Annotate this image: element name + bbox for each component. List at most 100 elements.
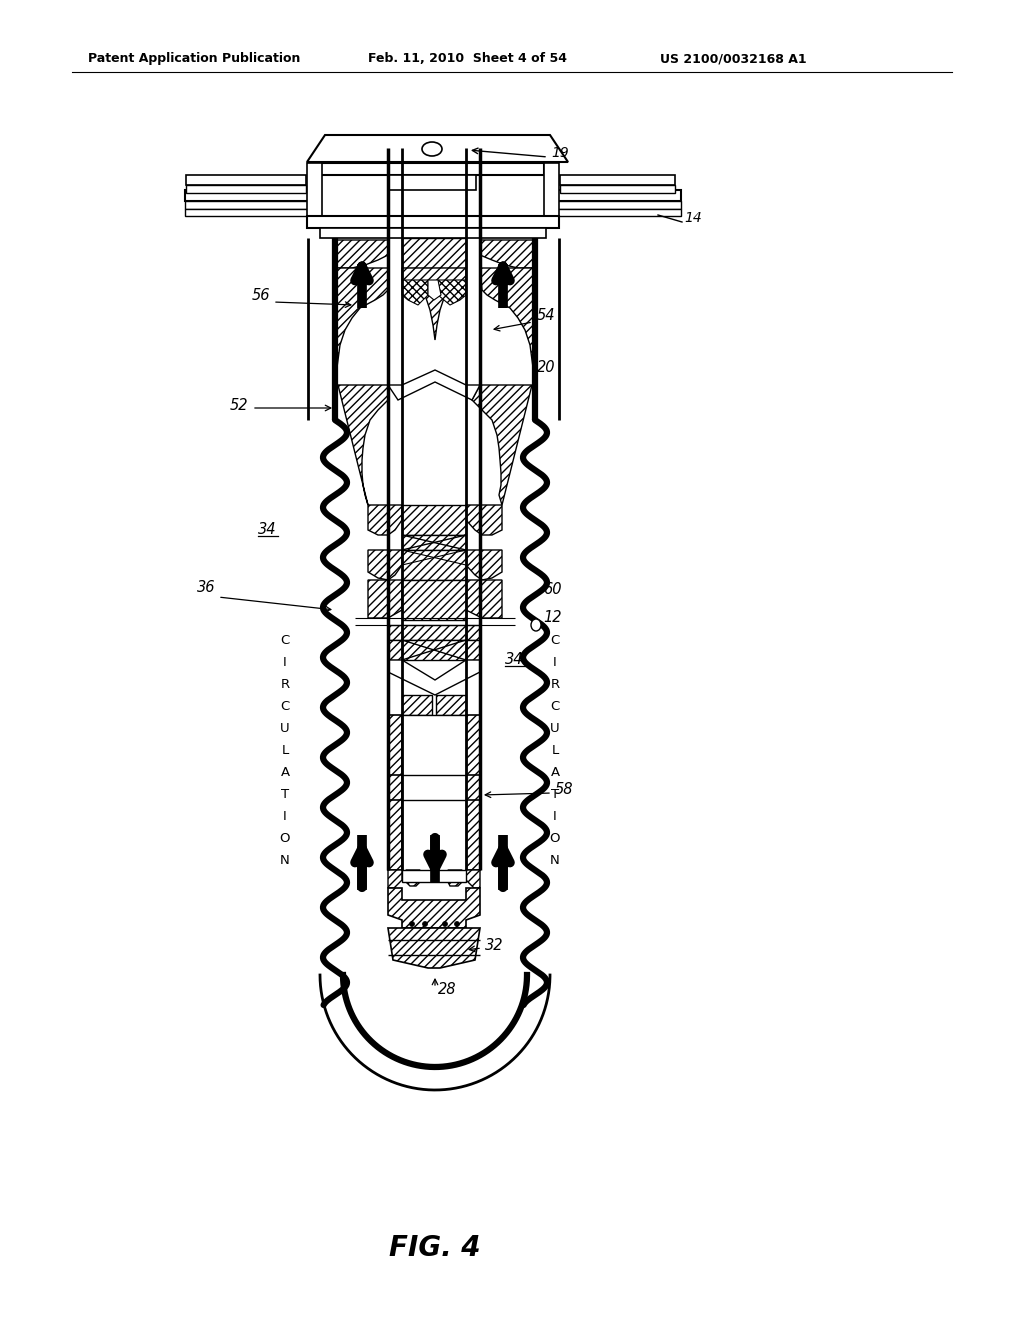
Text: T: T xyxy=(281,788,289,800)
Bar xyxy=(402,579,466,620)
Text: 56: 56 xyxy=(252,288,270,302)
Text: N: N xyxy=(550,854,560,866)
Text: I: I xyxy=(553,809,557,822)
Ellipse shape xyxy=(422,143,442,156)
Bar xyxy=(402,624,466,640)
Bar xyxy=(402,535,466,550)
Text: 28: 28 xyxy=(438,982,457,998)
Polygon shape xyxy=(480,268,535,385)
Text: 60: 60 xyxy=(543,582,561,598)
Text: I: I xyxy=(283,656,287,668)
Bar xyxy=(307,216,559,228)
Text: 54: 54 xyxy=(537,308,555,322)
Polygon shape xyxy=(466,550,502,579)
Text: 34: 34 xyxy=(258,523,276,537)
Text: 19: 19 xyxy=(551,147,568,160)
Bar xyxy=(186,176,306,185)
Polygon shape xyxy=(466,715,480,870)
Bar xyxy=(466,775,480,800)
Polygon shape xyxy=(402,550,466,579)
Polygon shape xyxy=(449,870,462,886)
Polygon shape xyxy=(388,370,480,400)
Text: T: T xyxy=(551,788,559,800)
Polygon shape xyxy=(388,660,480,696)
Ellipse shape xyxy=(455,921,460,927)
Polygon shape xyxy=(388,624,402,640)
Polygon shape xyxy=(388,715,402,870)
Text: R: R xyxy=(551,677,559,690)
Ellipse shape xyxy=(531,619,541,631)
Text: N: N xyxy=(281,854,290,866)
Ellipse shape xyxy=(442,921,447,927)
Text: O: O xyxy=(550,832,560,845)
Text: 52: 52 xyxy=(229,397,248,412)
Bar xyxy=(560,176,675,185)
Polygon shape xyxy=(472,385,532,506)
Polygon shape xyxy=(388,870,402,888)
Polygon shape xyxy=(388,640,402,660)
Text: C: C xyxy=(281,700,290,713)
Polygon shape xyxy=(406,870,420,886)
Polygon shape xyxy=(466,506,502,535)
Ellipse shape xyxy=(410,921,415,927)
Polygon shape xyxy=(466,624,480,640)
Polygon shape xyxy=(402,268,466,341)
Text: Feb. 11, 2010  Sheet 4 of 54: Feb. 11, 2010 Sheet 4 of 54 xyxy=(368,51,567,65)
Text: 20: 20 xyxy=(537,360,555,375)
Polygon shape xyxy=(438,280,466,305)
Text: 12: 12 xyxy=(543,610,561,626)
Bar xyxy=(307,162,322,218)
Text: O: O xyxy=(280,832,290,845)
Polygon shape xyxy=(402,280,428,305)
Bar xyxy=(319,162,544,176)
Polygon shape xyxy=(402,640,466,660)
Text: U: U xyxy=(281,722,290,734)
Text: C: C xyxy=(281,634,290,647)
Bar xyxy=(186,185,306,193)
Text: C: C xyxy=(550,634,560,647)
Bar xyxy=(546,201,681,209)
Bar xyxy=(436,696,466,715)
Bar xyxy=(402,715,466,875)
Text: 36: 36 xyxy=(197,581,215,595)
Text: 58: 58 xyxy=(555,783,573,797)
Text: C: C xyxy=(550,700,560,713)
Polygon shape xyxy=(388,888,480,928)
Bar xyxy=(402,696,432,715)
Text: Patent Application Publication: Patent Application Publication xyxy=(88,51,300,65)
Text: FIG. 4: FIG. 4 xyxy=(389,1234,480,1262)
Text: 34: 34 xyxy=(505,652,523,668)
Ellipse shape xyxy=(423,921,427,927)
Bar xyxy=(546,190,681,201)
Polygon shape xyxy=(368,506,402,535)
Text: A: A xyxy=(281,766,290,779)
Text: I: I xyxy=(283,809,287,822)
Polygon shape xyxy=(480,240,535,268)
Text: R: R xyxy=(281,677,290,690)
Polygon shape xyxy=(402,506,466,535)
Bar xyxy=(546,209,681,216)
Text: 32: 32 xyxy=(485,937,504,953)
Bar xyxy=(319,228,546,238)
Polygon shape xyxy=(335,240,388,268)
Bar xyxy=(402,870,466,882)
Polygon shape xyxy=(335,268,388,385)
Bar xyxy=(185,209,319,216)
Bar xyxy=(560,185,675,193)
Text: 14: 14 xyxy=(684,211,701,224)
Bar xyxy=(185,201,319,209)
Bar xyxy=(185,190,319,201)
Text: L: L xyxy=(282,743,289,756)
Polygon shape xyxy=(466,870,480,888)
Bar xyxy=(388,775,402,800)
Bar xyxy=(388,176,476,190)
Polygon shape xyxy=(388,928,480,968)
Bar xyxy=(544,162,559,218)
Polygon shape xyxy=(368,579,402,618)
Text: U: U xyxy=(550,722,560,734)
Polygon shape xyxy=(466,640,480,660)
Polygon shape xyxy=(428,280,441,300)
Polygon shape xyxy=(466,579,502,618)
Polygon shape xyxy=(307,135,568,162)
Polygon shape xyxy=(338,385,388,506)
